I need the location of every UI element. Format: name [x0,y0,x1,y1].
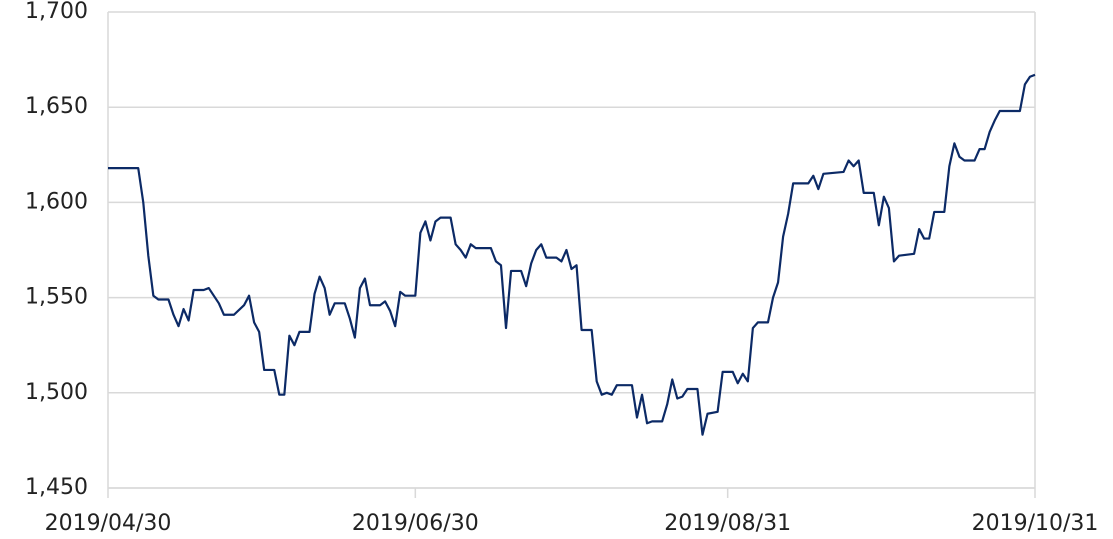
y-tick-label: 1,550 [25,285,88,310]
x-tick-label: 2019/04/30 [45,511,172,536]
x-tick-label: 2019/10/31 [972,511,1099,536]
line-series [108,73,1036,436]
y-tick-label: 1,600 [25,189,88,214]
y-tick-label: 1,500 [25,380,88,405]
x-tick-label: 2019/06/30 [352,511,479,536]
y-tick-label: 1,450 [25,475,88,500]
y-tick-label: 1,700 [25,0,88,24]
x-tick-label: 2019/08/31 [664,511,791,536]
y-tick-label: 1,650 [25,94,88,119]
